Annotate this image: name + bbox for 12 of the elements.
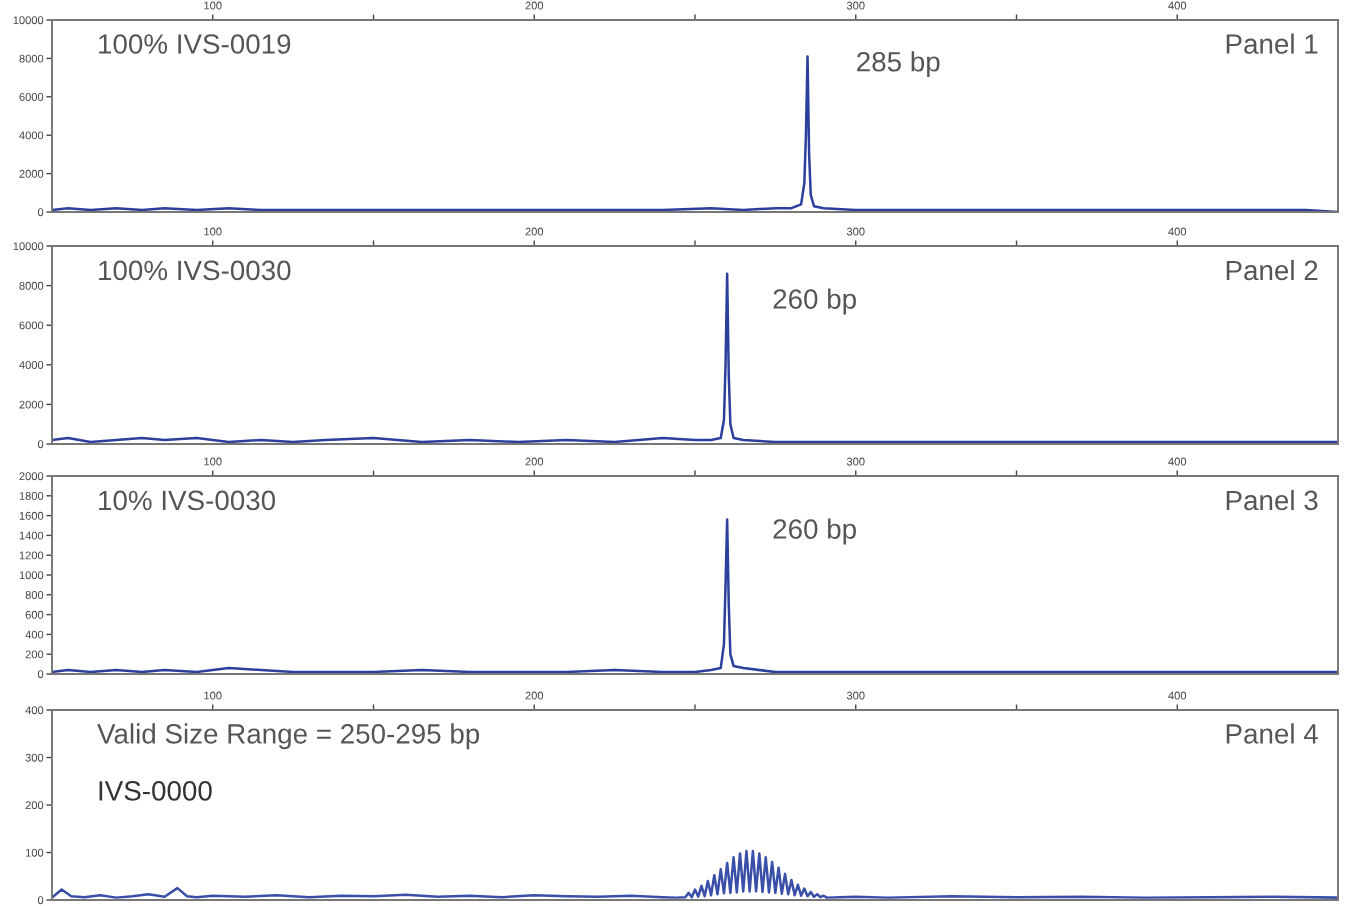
annotation: 260 bp xyxy=(773,518,856,545)
chart-title: Valid Size Range = 250-295 bp xyxy=(97,723,480,750)
chart-title: 100% IVS-0030 xyxy=(99,260,291,281)
text: IVS-0000 xyxy=(99,781,212,801)
annotation: 285 bp xyxy=(857,51,940,78)
annotation: 260 bp xyxy=(773,288,856,315)
annotation: Panel 3 xyxy=(1226,489,1318,511)
annotation: Panel 4 xyxy=(1226,723,1318,744)
annotation: Panel 2 xyxy=(1226,259,1318,281)
annotation: Panel 1 xyxy=(1226,33,1318,54)
chart-title: 100% IVS-0019 xyxy=(99,34,291,54)
chart-title: 10% IVS-0030 xyxy=(99,490,276,511)
